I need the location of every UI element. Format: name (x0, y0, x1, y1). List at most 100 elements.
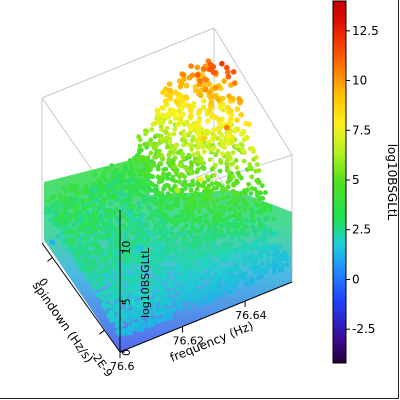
data-point (173, 98, 179, 105)
data-point (121, 269, 127, 275)
data-point (230, 150, 236, 156)
data-point (103, 266, 109, 271)
data-point (74, 193, 80, 198)
data-point (221, 254, 227, 259)
data-point (131, 184, 137, 190)
frequency-tick-label: 76.6 (110, 360, 135, 373)
data-point (76, 210, 82, 215)
data-point (129, 253, 134, 259)
box-edge (41, 27, 215, 99)
data-point (130, 240, 136, 246)
data-point (78, 224, 84, 230)
data-point (97, 233, 103, 238)
data-point (84, 189, 90, 195)
data-point (90, 213, 96, 219)
data-point (249, 174, 255, 180)
data-point (122, 232, 128, 238)
data-point (195, 123, 202, 129)
data-point (173, 142, 179, 148)
colorbar-tick-label: 5 (352, 173, 360, 187)
data-point (167, 163, 173, 169)
data-point (131, 274, 137, 280)
data-point (127, 198, 133, 204)
data-point (242, 200, 248, 206)
data-point (230, 198, 236, 204)
data-point (186, 152, 192, 158)
data-point (194, 186, 200, 192)
data-point (236, 232, 242, 238)
data-point (49, 239, 56, 246)
data-point (230, 174, 236, 180)
data-point (101, 234, 107, 240)
data-point (183, 95, 190, 102)
data-point (150, 163, 156, 169)
data-point (195, 145, 201, 151)
data-point (69, 188, 75, 194)
data-point (146, 263, 152, 269)
data-point (165, 191, 171, 197)
data-point (160, 259, 166, 264)
data-point (173, 197, 178, 202)
data-point (179, 105, 185, 112)
data-point (179, 192, 184, 197)
data-point (88, 266, 93, 272)
data-point (240, 253, 246, 259)
data-point (120, 186, 126, 192)
data-point (139, 271, 145, 276)
data-point (166, 81, 173, 87)
data-point (200, 232, 206, 238)
data-point (98, 257, 104, 263)
data-point (210, 136, 216, 142)
data-point (193, 87, 199, 94)
data-point (220, 242, 226, 248)
data-point (160, 300, 165, 305)
data-point (195, 235, 201, 240)
data-point (238, 190, 244, 196)
data-point (166, 132, 172, 138)
data-point (144, 251, 150, 256)
data-point (229, 241, 235, 247)
data-point (234, 117, 240, 123)
data-point (112, 294, 118, 300)
data-point (174, 257, 179, 263)
data-point (218, 257, 223, 263)
data-point (148, 137, 154, 143)
data-point (153, 154, 159, 160)
data-point (106, 287, 112, 293)
data-point (207, 89, 213, 96)
data-point (250, 146, 256, 152)
data-point (254, 203, 260, 209)
data-point (113, 183, 119, 188)
data-point (186, 215, 192, 221)
data-point (225, 226, 231, 232)
data-point (67, 216, 73, 222)
data-point (188, 201, 194, 207)
data-point (195, 181, 200, 187)
data-point (189, 72, 196, 78)
data-point (223, 124, 230, 131)
data-point (149, 127, 155, 132)
data-point (149, 284, 155, 290)
data-point (277, 268, 283, 273)
data-point (225, 179, 231, 185)
data-point (141, 323, 146, 329)
data-point (103, 177, 109, 182)
data-point (168, 186, 174, 192)
data-point (70, 204, 75, 210)
data-point (203, 213, 209, 219)
data-point (83, 236, 88, 242)
data-point (81, 205, 87, 211)
data-point (175, 122, 181, 128)
data-point (220, 218, 225, 224)
data-point (188, 165, 194, 171)
data-point (243, 245, 248, 251)
data-point (156, 209, 161, 214)
data-point (153, 183, 159, 189)
data-point (84, 182, 89, 188)
data-point (225, 69, 231, 75)
data-point (227, 207, 233, 213)
data-point (136, 181, 142, 187)
data-point (196, 208, 202, 214)
data-point (93, 218, 99, 223)
data-point (66, 200, 72, 206)
